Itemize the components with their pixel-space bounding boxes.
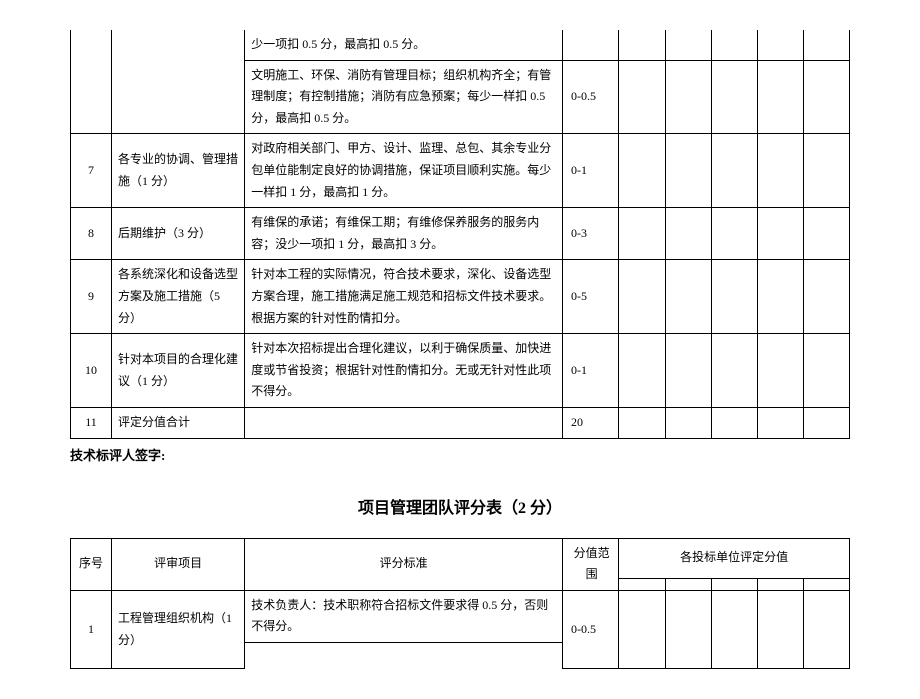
table-header-row: 序号 评审项目 评分标准 分值范围 各投标单位评定分值 (71, 538, 850, 578)
signature-label: 技术标评人签字: (70, 445, 850, 464)
row-number: 7 (71, 134, 112, 208)
table-row: 少一项扣 0.5 分，最高扣 0.5 分。 (71, 30, 850, 60)
score-cell (757, 407, 803, 438)
score-cell (757, 60, 803, 134)
row-number (71, 60, 112, 134)
header-score-group: 各投标单位评定分值 (619, 538, 850, 578)
row-range: 0-1 (563, 134, 619, 208)
row-range: 0-1 (563, 334, 619, 408)
row-number: 1 (71, 590, 112, 669)
score-cell (803, 208, 849, 260)
row-standard: 文明施工、环保、消防有管理目标；组织机构齐全；有管理制度；有控制措施；消防有应急… (245, 60, 563, 134)
table-row: 10 针对本项目的合理化建议（1 分） 针对本次招标提出合理化建议，以利于确保质… (71, 334, 850, 408)
row-number: 8 (71, 208, 112, 260)
score-cell (619, 407, 665, 438)
header-item: 评审项目 (112, 538, 245, 590)
score-cell (619, 60, 665, 134)
score-cell (803, 334, 849, 408)
score-cell (803, 60, 849, 134)
score-cell (665, 60, 711, 134)
score-cell (757, 30, 803, 60)
score-cell (711, 260, 757, 334)
row-standard: 针对本次招标提出合理化建议，以利于确保质量、加快进度或节省投资；根据针对性酌情扣… (245, 334, 563, 408)
header-range: 分值范围 (563, 538, 619, 590)
score-cell (757, 260, 803, 334)
row-standard: 技术负责人：技术职称符合招标文件要求得 0.5 分，否则不得分。 (245, 590, 563, 642)
row-number: 9 (71, 260, 112, 334)
score-cell (757, 208, 803, 260)
row-range: 0-5 (563, 260, 619, 334)
header-standard: 评分标准 (245, 538, 563, 590)
score-header-cell (665, 578, 711, 590)
score-cell (619, 590, 665, 669)
score-cell (711, 334, 757, 408)
score-cell (711, 208, 757, 260)
score-cell (803, 260, 849, 334)
score-cell (757, 134, 803, 208)
score-header-cell (803, 578, 849, 590)
row-number: 10 (71, 334, 112, 408)
row-item (112, 60, 245, 134)
score-cell (665, 30, 711, 60)
score-cell (711, 590, 757, 669)
table-row: 1 工程管理组织机构（1 分） 技术负责人：技术职称符合招标文件要求得 0.5 … (71, 590, 850, 642)
table-row: 11 评定分值合计 20 (71, 407, 850, 438)
score-cell (665, 590, 711, 669)
header-number: 序号 (71, 538, 112, 590)
table-row: 8 后期维护（3 分） 有维保的承诺；有维保工期；有维修保养服务的服务内容；没少… (71, 208, 850, 260)
row-number (71, 30, 112, 60)
score-header-cell (711, 578, 757, 590)
score-cell (803, 407, 849, 438)
row-standard: 少一项扣 0.5 分，最高扣 0.5 分。 (245, 30, 563, 60)
row-standard: 有维保的承诺；有维保工期；有维修保养服务的服务内容；没少一项扣 1 分，最高扣 … (245, 208, 563, 260)
score-cell (757, 334, 803, 408)
row-standard (245, 407, 563, 438)
row-range: 0-3 (563, 208, 619, 260)
table-row: 文明施工、环保、消防有管理目标；组织机构齐全；有管理制度；有控制措施；消防有应急… (71, 60, 850, 134)
row-item: 针对本项目的合理化建议（1 分） (112, 334, 245, 408)
row-item (112, 30, 245, 60)
score-cell (619, 134, 665, 208)
row-range: 0-0.5 (563, 590, 619, 669)
score-header-cell (757, 578, 803, 590)
score-cell (665, 208, 711, 260)
score-cell (803, 134, 849, 208)
score-cell (665, 260, 711, 334)
table-row: 7 各专业的协调、管理措施（1 分） 对政府相关部门、甲方、设计、监理、总包、其… (71, 134, 850, 208)
score-cell (619, 208, 665, 260)
score-cell (665, 334, 711, 408)
row-standard (245, 642, 563, 669)
score-cell (803, 590, 849, 669)
score-header-cell (619, 578, 665, 590)
row-item: 工程管理组织机构（1 分） (112, 590, 245, 669)
row-range: 0-0.5 (563, 60, 619, 134)
evaluation-table-2: 序号 评审项目 评分标准 分值范围 各投标单位评定分值 1 工程管理组织机构（1… (70, 538, 850, 670)
row-range: 20 (563, 407, 619, 438)
row-range (563, 30, 619, 60)
score-cell (619, 334, 665, 408)
score-cell (711, 407, 757, 438)
row-item: 评定分值合计 (112, 407, 245, 438)
row-number: 11 (71, 407, 112, 438)
score-cell (757, 590, 803, 669)
row-standard: 对政府相关部门、甲方、设计、监理、总包、其余专业分包单位能制定良好的协调措施，保… (245, 134, 563, 208)
row-item: 各专业的协调、管理措施（1 分） (112, 134, 245, 208)
row-item: 后期维护（3 分） (112, 208, 245, 260)
score-cell (711, 30, 757, 60)
row-standard: 针对本工程的实际情况，符合技术要求，深化、设备选型方案合理，施工措施满足施工规范… (245, 260, 563, 334)
score-cell (803, 30, 849, 60)
evaluation-table-1: 少一项扣 0.5 分，最高扣 0.5 分。 文明施工、环保、消防有管理目标；组织… (70, 30, 850, 439)
score-cell (665, 407, 711, 438)
score-cell (665, 134, 711, 208)
score-cell (711, 134, 757, 208)
section-title: 项目管理团队评分表（2 分） (70, 494, 850, 518)
score-cell (619, 30, 665, 60)
score-cell (619, 260, 665, 334)
row-item: 各系统深化和设备选型方案及施工措施（5 分） (112, 260, 245, 334)
score-cell (711, 60, 757, 134)
table-row: 9 各系统深化和设备选型方案及施工措施（5 分） 针对本工程的实际情况，符合技术… (71, 260, 850, 334)
